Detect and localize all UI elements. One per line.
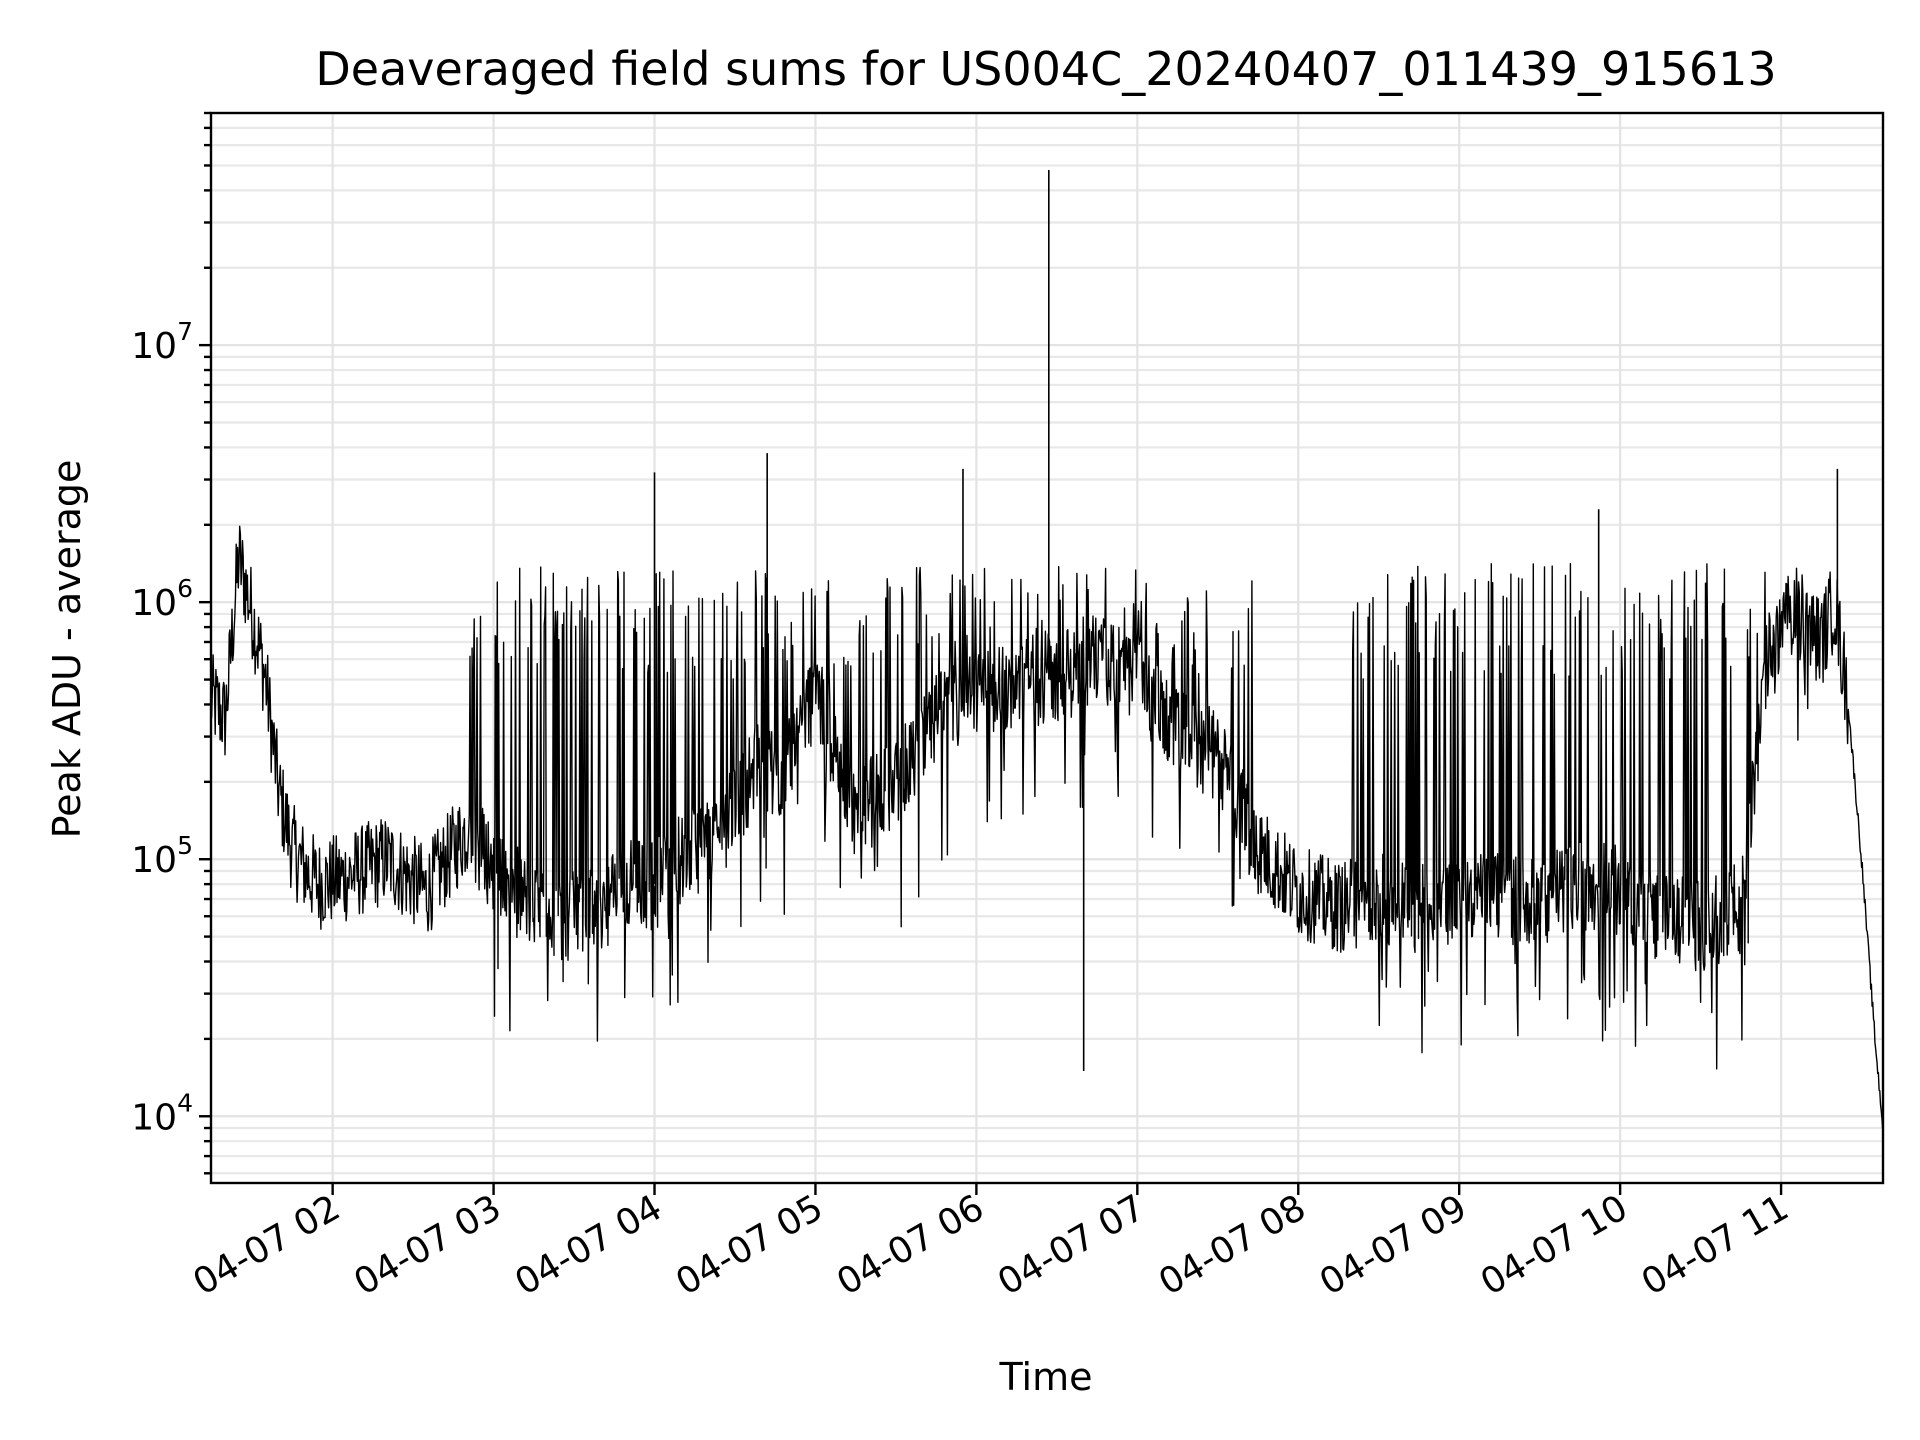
y-axis: 104 105 106 107 xyxy=(131,111,211,1175)
x-tick-label: 04-07 07 xyxy=(991,1187,1152,1303)
x-axis-label: Time xyxy=(999,1355,1093,1399)
series-line xyxy=(210,525,1884,1129)
x-tick-label: 04-07 05 xyxy=(669,1187,830,1303)
x-tick-label: 04-07 06 xyxy=(830,1187,991,1303)
chart-title: Deaveraged field sums for US004C_2024040… xyxy=(315,42,1776,96)
y-tick-label: 106 xyxy=(131,574,193,624)
x-tick-label: 04-07 11 xyxy=(1635,1187,1796,1303)
series-group xyxy=(210,170,1884,1129)
x-axis: 04-07 02 04-07 03 04-07 04 04-07 05 04-07 06… xyxy=(186,1183,1796,1304)
grid xyxy=(211,111,1883,1183)
x-tick-label: 04-07 10 xyxy=(1474,1187,1635,1303)
x-tick-label: 04-07 02 xyxy=(186,1187,347,1303)
x-tick-label: 04-07 08 xyxy=(1152,1187,1313,1303)
y-axis-label: Peak ADU - average xyxy=(45,460,89,839)
y-tick-label: 105 xyxy=(131,831,193,881)
x-tick-label: 04-07 09 xyxy=(1313,1187,1474,1303)
plot-frame xyxy=(209,111,1885,1185)
x-tick-label: 04-07 03 xyxy=(347,1187,508,1303)
y-tick-label: 107 xyxy=(131,317,193,367)
y-tick-label: 104 xyxy=(131,1088,193,1138)
x-tick-label: 04-07 04 xyxy=(508,1187,669,1303)
